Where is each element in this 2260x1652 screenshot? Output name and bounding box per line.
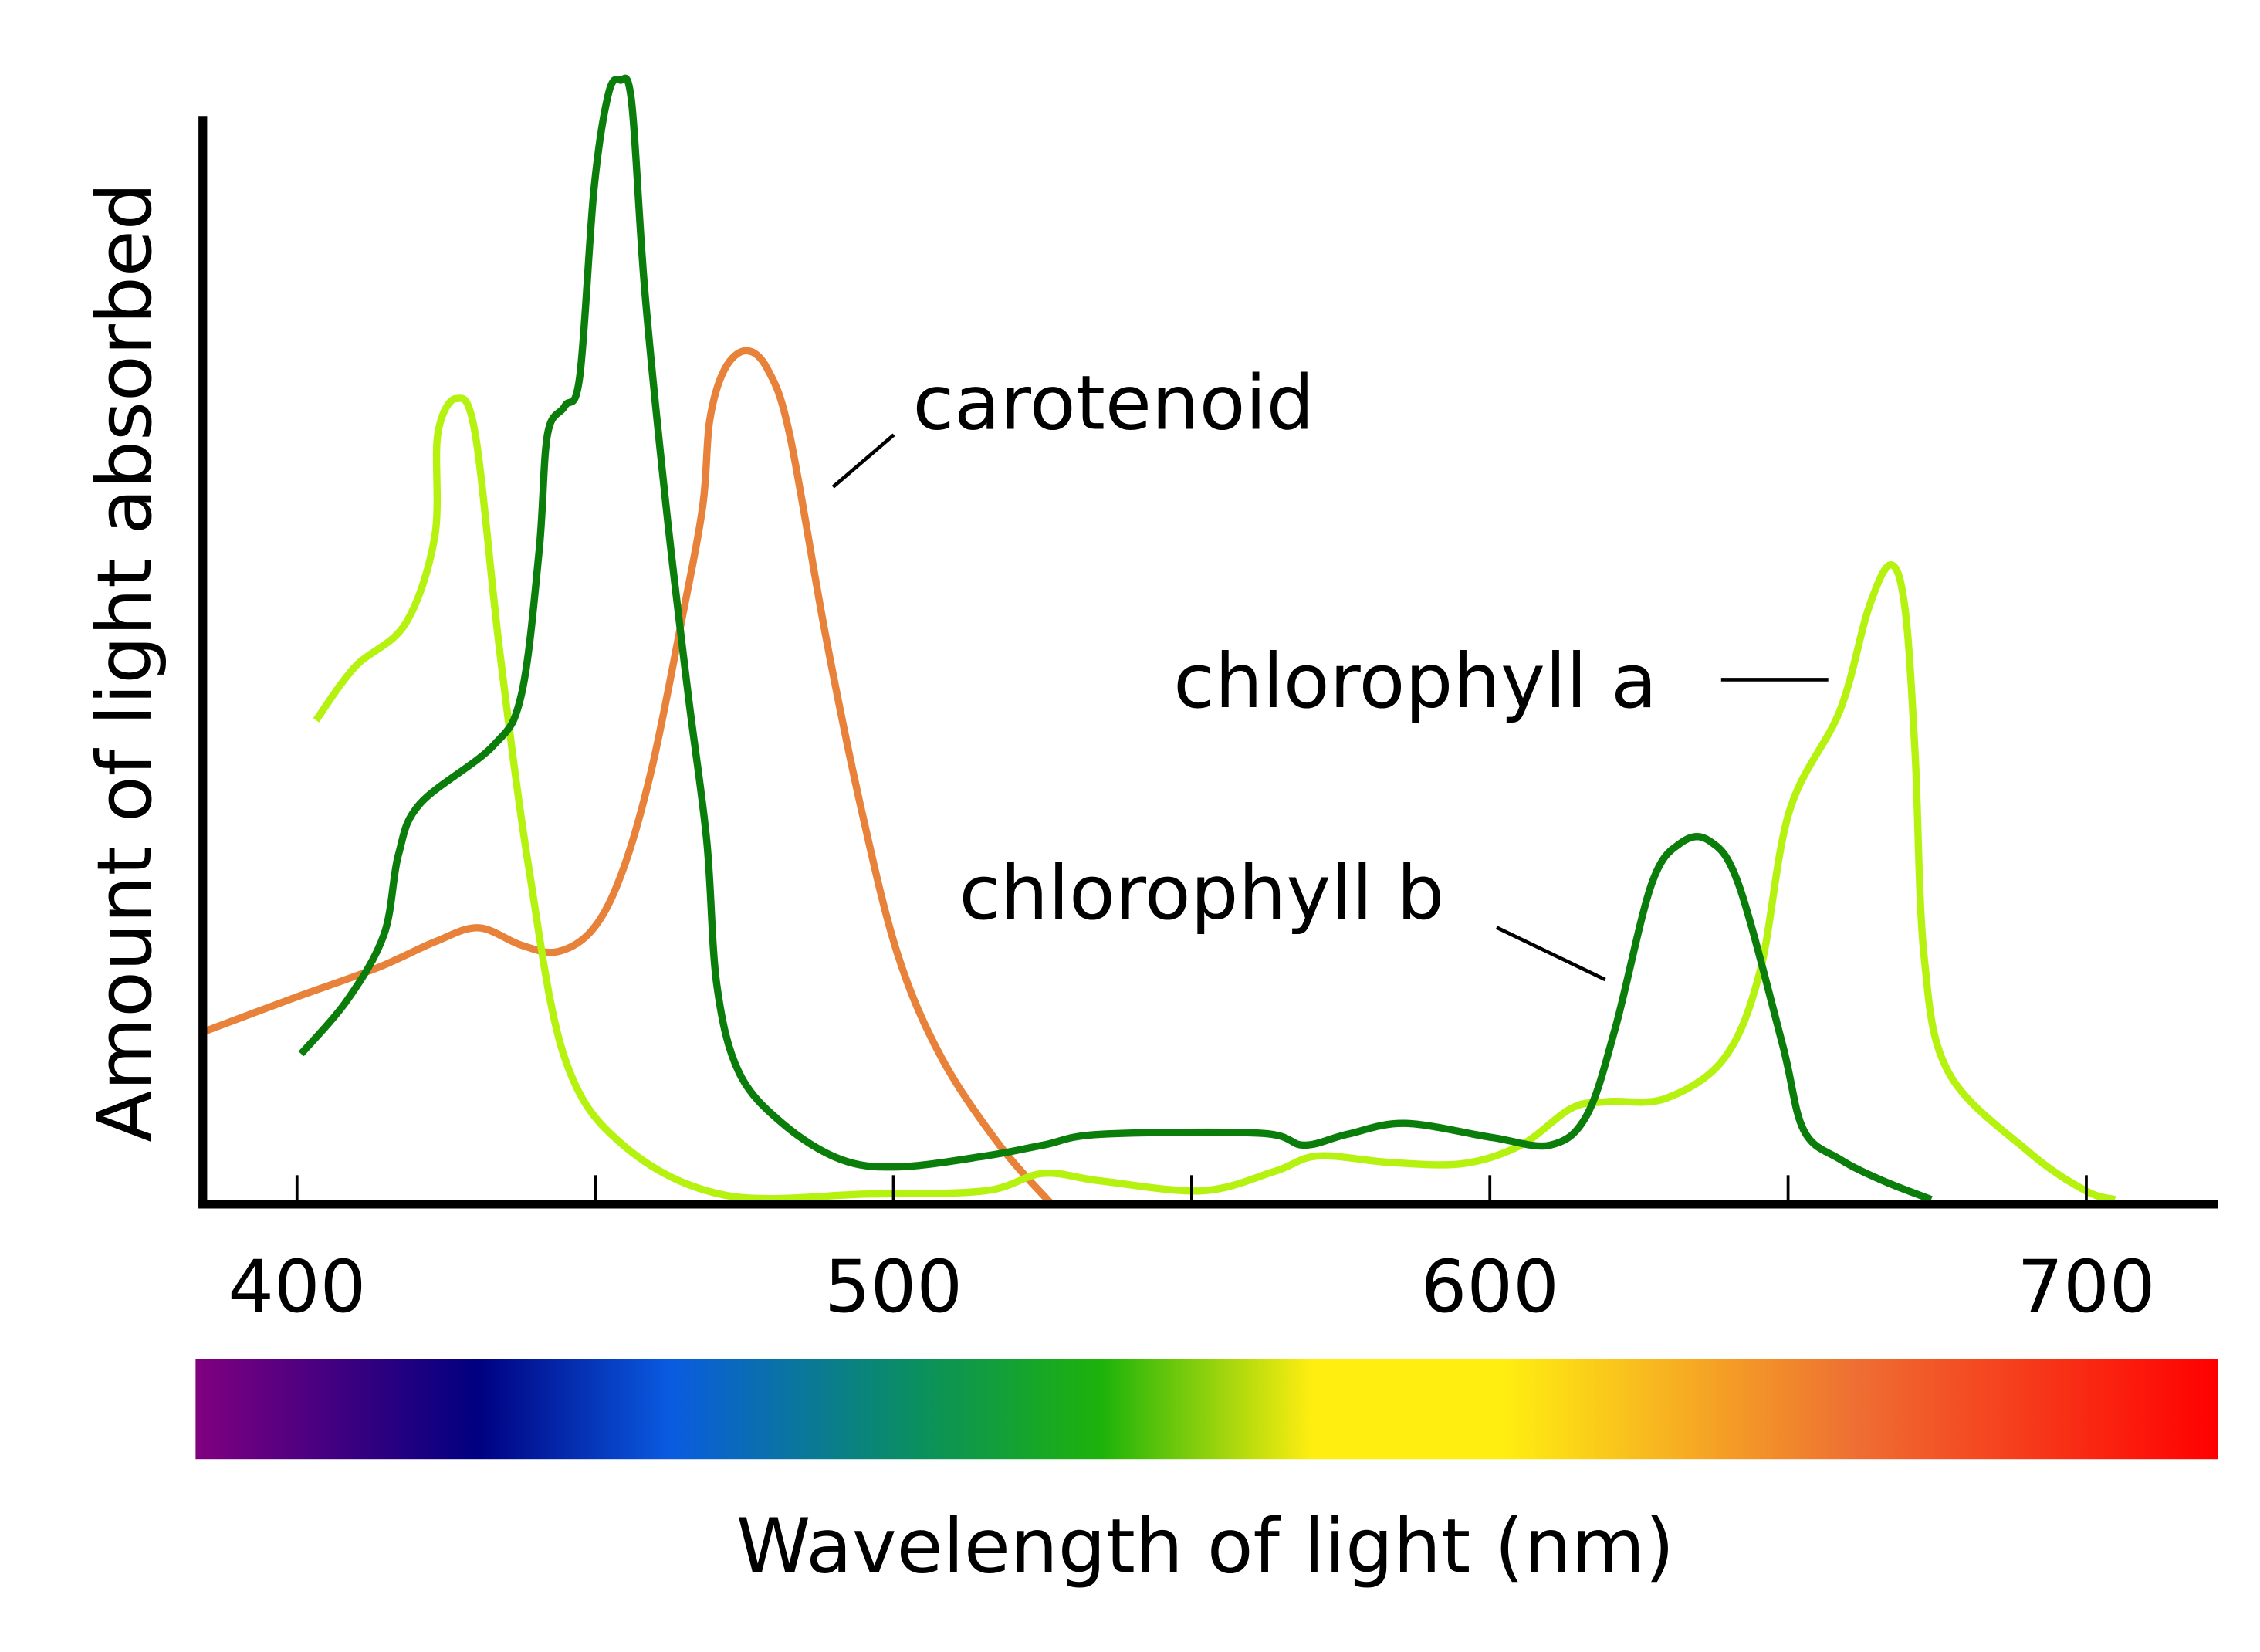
x-axis-label: Wavelength of light (nm) [736, 1503, 1674, 1591]
chlorophyll-a-curve [313, 394, 2116, 1203]
carotenoid-label: carotenoid [912, 360, 1314, 448]
carotenoid-curve [201, 347, 1054, 1206]
chlorophyll-a-label: chlorophyll a [1173, 638, 1657, 726]
visible-spectrum-bar [195, 1359, 2218, 1460]
x-ticks [295, 1175, 2088, 1203]
x-tick-label: 700 [2017, 1245, 2155, 1329]
chlorophyll-b-label: chlorophyll b [959, 849, 1445, 937]
x-tick-label: 600 [1421, 1245, 1559, 1329]
x-tick-label: 500 [824, 1245, 963, 1329]
x-tick-label: 400 [228, 1245, 366, 1329]
y-axis-label: Amount of light absorbed [81, 182, 169, 1142]
carotenoid-leader-line [831, 433, 895, 489]
series-curves [201, 74, 2116, 1206]
chlorophyll-b-leader-line [1495, 926, 1606, 982]
chlorophyll-b-curve [298, 74, 1933, 1203]
x-tick-labels: 400 500 600 700 [228, 1245, 2155, 1329]
